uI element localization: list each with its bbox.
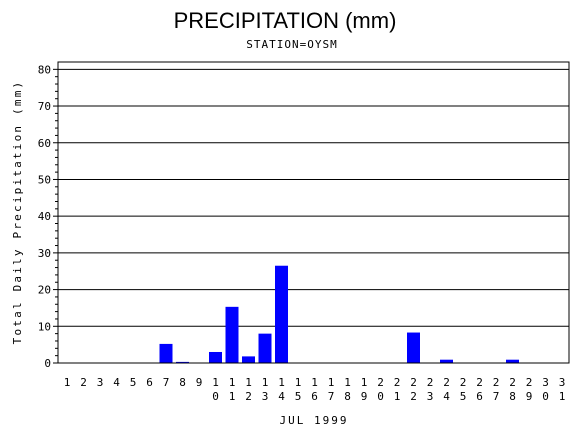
x-tick-label: 8	[179, 376, 186, 389]
gridlines	[58, 68, 569, 327]
bar-day-12	[242, 356, 255, 363]
y-tick-label: 60	[38, 137, 51, 150]
bar-day-11	[225, 306, 239, 363]
y-tick-label: 40	[38, 210, 51, 223]
y-tick-label: 80	[38, 63, 51, 76]
x-tick-label: 9	[196, 376, 203, 389]
bar-day-7	[159, 343, 173, 363]
y-tick-label: 30	[38, 247, 51, 260]
bar-day-10	[209, 351, 222, 363]
bar-day-13	[258, 333, 272, 363]
chart-subtitle: STATION=OYSM	[246, 38, 337, 51]
y-axis-label: Total Daily Precipitation (mm)	[11, 80, 24, 345]
x-tick-label: 7	[163, 376, 170, 389]
y-tick-label: 10	[38, 320, 51, 333]
x-axis-label: JUL 1999	[280, 414, 349, 427]
x-tick-label: 5	[130, 376, 137, 389]
x-tick-label: 3	[97, 376, 104, 389]
plot-frame	[57, 61, 570, 364]
x-axis-ticks: 1 2 3 4 5 6 7 8 9 1 01 11 21 31 41 51 61 71 81 92 02 12 22 32 42…	[64, 376, 566, 403]
chart-title: PRECIPITATION (mm)	[174, 8, 397, 33]
x-tick-label: 2	[80, 376, 87, 389]
bar-day-14	[275, 265, 288, 363]
bar-day-22	[407, 332, 420, 363]
y-tick-label: 70	[38, 100, 51, 113]
y-tick-label: 20	[38, 284, 51, 297]
y-axis-ticks: 0 10 20 30 40 50 60 70 80	[38, 63, 58, 370]
bars	[159, 265, 519, 363]
x-tick-label: 6	[146, 376, 153, 389]
y-tick-label: 50	[38, 173, 51, 186]
y-tick-label: 0	[44, 357, 51, 370]
bar-day-8	[176, 361, 189, 363]
x-tick-label: 1	[64, 376, 71, 389]
x-tick-label: 4	[113, 376, 120, 389]
bar-day-24	[440, 359, 453, 363]
bar-day-28	[506, 359, 519, 363]
